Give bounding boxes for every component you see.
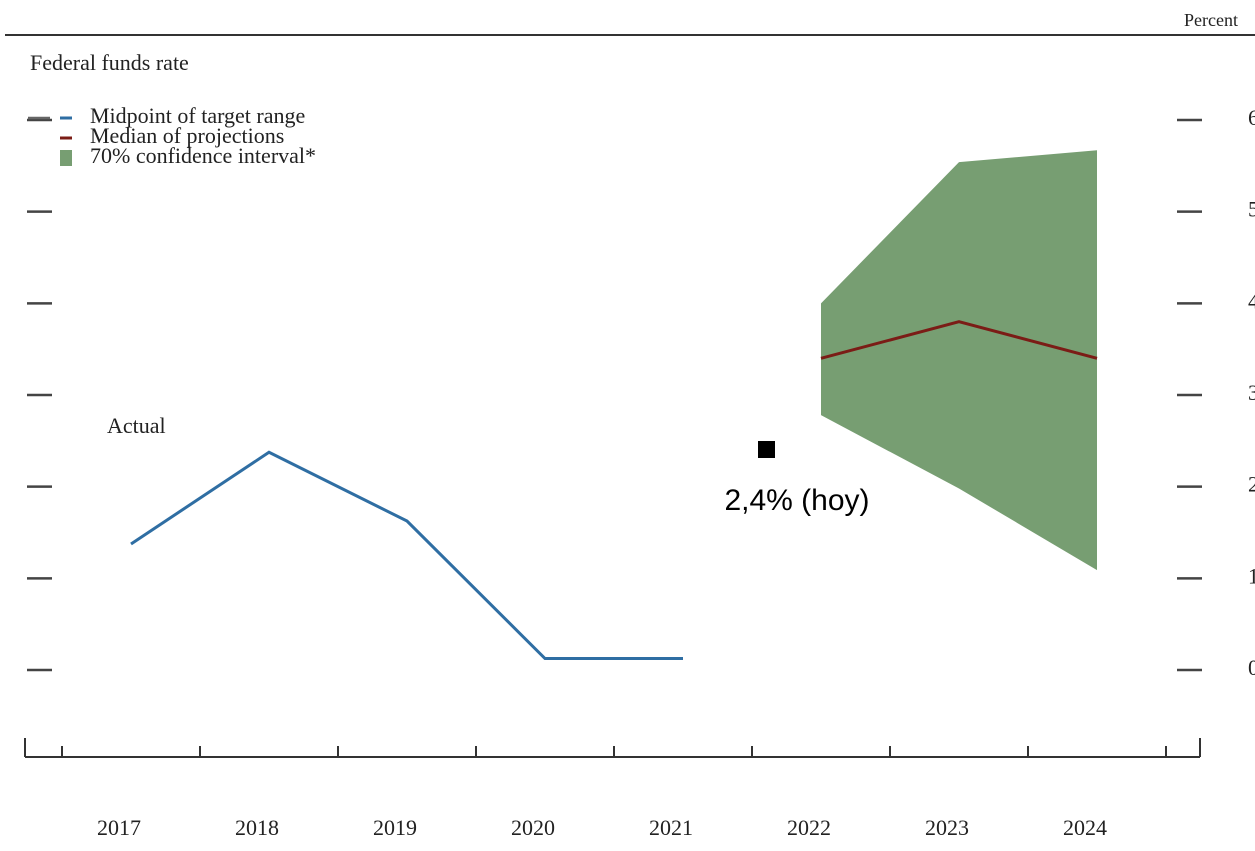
x-tick-label: 2019 <box>373 815 417 840</box>
y-tick-label: 2 <box>1248 472 1255 497</box>
annotation-marker <box>758 441 775 458</box>
x-tick-label: 2020 <box>511 815 555 840</box>
x-tick-label: 2018 <box>235 815 279 840</box>
y-tick-label: 4 <box>1248 288 1255 313</box>
y-tick-label: 1 <box>1248 563 1255 588</box>
x-tick-label: 2022 <box>787 815 831 840</box>
annotation: 2,4% (hoy) <box>724 484 869 517</box>
y-tick-label: 6 <box>1248 105 1255 130</box>
annotation: Actual <box>107 413 166 438</box>
legend-swatch <box>60 150 72 166</box>
confidence-band <box>821 150 1097 571</box>
y-tick-label: 3 <box>1248 380 1255 405</box>
x-tick-label: 2024 <box>1063 815 1107 840</box>
legend-label: Median of projections <box>90 123 284 148</box>
x-tick-label: 2021 <box>649 815 693 840</box>
x-tick-label: 2017 <box>97 815 141 840</box>
legend-label: Midpoint of target range <box>90 103 305 128</box>
y-tick-label: 5 <box>1248 197 1255 222</box>
legend-label: 70% confidence interval* <box>90 143 316 168</box>
y-axis-label: Percent <box>1184 10 1238 30</box>
chart-subtitle: Federal funds rate <box>30 50 189 75</box>
line <box>130 450 683 661</box>
line <box>820 320 1098 360</box>
x-tick-label: 2023 <box>925 815 969 840</box>
y-tick-label: 0 <box>1248 655 1255 680</box>
